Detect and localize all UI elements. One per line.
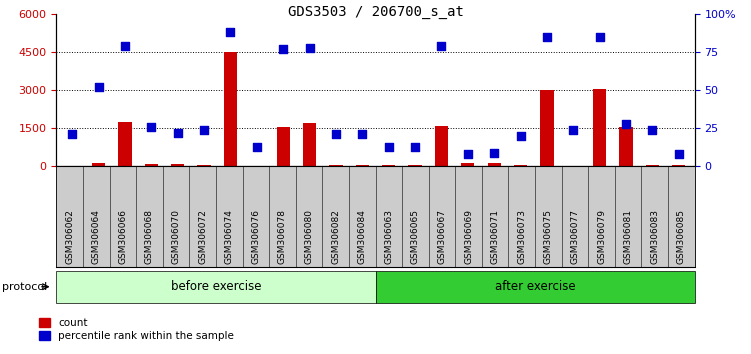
Text: GSM306070: GSM306070 bbox=[171, 209, 180, 264]
Bar bbox=[92, 163, 105, 166]
Text: GSM306067: GSM306067 bbox=[438, 209, 447, 264]
Bar bbox=[198, 165, 210, 166]
Point bbox=[488, 150, 500, 155]
Text: GSM306063: GSM306063 bbox=[385, 209, 394, 264]
Text: GSM306071: GSM306071 bbox=[490, 209, 499, 264]
Bar bbox=[145, 164, 158, 166]
Point bbox=[541, 34, 553, 40]
Text: GSM306077: GSM306077 bbox=[571, 209, 580, 264]
Point bbox=[567, 127, 579, 133]
Text: GSM306076: GSM306076 bbox=[252, 209, 261, 264]
Bar bbox=[514, 165, 527, 166]
Text: GSM306074: GSM306074 bbox=[225, 209, 234, 264]
Point bbox=[119, 43, 131, 49]
Text: GSM306068: GSM306068 bbox=[145, 209, 154, 264]
Point bbox=[172, 130, 184, 136]
Text: GSM306084: GSM306084 bbox=[357, 209, 366, 264]
Bar bbox=[382, 165, 395, 166]
Bar bbox=[487, 163, 501, 166]
Text: GSM306079: GSM306079 bbox=[597, 209, 606, 264]
Point bbox=[92, 84, 104, 90]
Point bbox=[462, 152, 474, 157]
Bar bbox=[672, 165, 686, 166]
Bar bbox=[461, 163, 475, 166]
Text: GSM306083: GSM306083 bbox=[650, 209, 659, 264]
Bar bbox=[593, 89, 606, 166]
Point bbox=[356, 132, 368, 137]
Text: GSM306073: GSM306073 bbox=[517, 209, 526, 264]
Point bbox=[303, 45, 315, 51]
Point bbox=[383, 144, 395, 149]
Text: GSM306085: GSM306085 bbox=[677, 209, 686, 264]
Point bbox=[594, 34, 606, 40]
Point bbox=[251, 144, 263, 149]
Point bbox=[620, 121, 632, 127]
Text: GSM306075: GSM306075 bbox=[544, 209, 553, 264]
Point bbox=[409, 144, 421, 149]
Point bbox=[330, 132, 342, 137]
Text: GSM306064: GSM306064 bbox=[92, 209, 101, 264]
Point bbox=[66, 132, 78, 137]
Text: GSM306062: GSM306062 bbox=[65, 209, 74, 264]
Text: protocol: protocol bbox=[2, 282, 47, 292]
Text: GSM306080: GSM306080 bbox=[304, 209, 313, 264]
Point bbox=[647, 127, 659, 133]
Point bbox=[514, 133, 526, 139]
Bar bbox=[409, 165, 421, 166]
Bar bbox=[330, 165, 342, 166]
Point bbox=[436, 43, 448, 49]
Bar bbox=[646, 165, 659, 166]
Text: GSM306081: GSM306081 bbox=[623, 209, 632, 264]
Bar bbox=[276, 127, 290, 166]
Text: GSM306066: GSM306066 bbox=[119, 209, 128, 264]
Text: GSM306065: GSM306065 bbox=[411, 209, 420, 264]
Point bbox=[277, 46, 289, 52]
Point bbox=[673, 152, 685, 157]
Text: before exercise: before exercise bbox=[170, 280, 261, 293]
Bar bbox=[224, 52, 237, 166]
Bar bbox=[435, 126, 448, 166]
Bar bbox=[356, 165, 369, 166]
Text: GDS3503 / 206700_s_at: GDS3503 / 206700_s_at bbox=[288, 5, 463, 19]
Text: after exercise: after exercise bbox=[495, 280, 575, 293]
Text: GSM306072: GSM306072 bbox=[198, 209, 207, 264]
Point bbox=[225, 30, 237, 35]
Bar bbox=[303, 123, 316, 166]
Text: GSM306082: GSM306082 bbox=[331, 209, 340, 264]
Bar bbox=[119, 122, 131, 166]
Text: GSM306069: GSM306069 bbox=[464, 209, 473, 264]
Bar bbox=[620, 127, 632, 166]
Bar bbox=[171, 164, 184, 166]
Bar bbox=[541, 90, 553, 166]
Text: GSM306078: GSM306078 bbox=[278, 209, 287, 264]
Point bbox=[145, 124, 157, 130]
Point bbox=[198, 127, 210, 133]
Legend: count, percentile rank within the sample: count, percentile rank within the sample bbox=[35, 314, 238, 345]
